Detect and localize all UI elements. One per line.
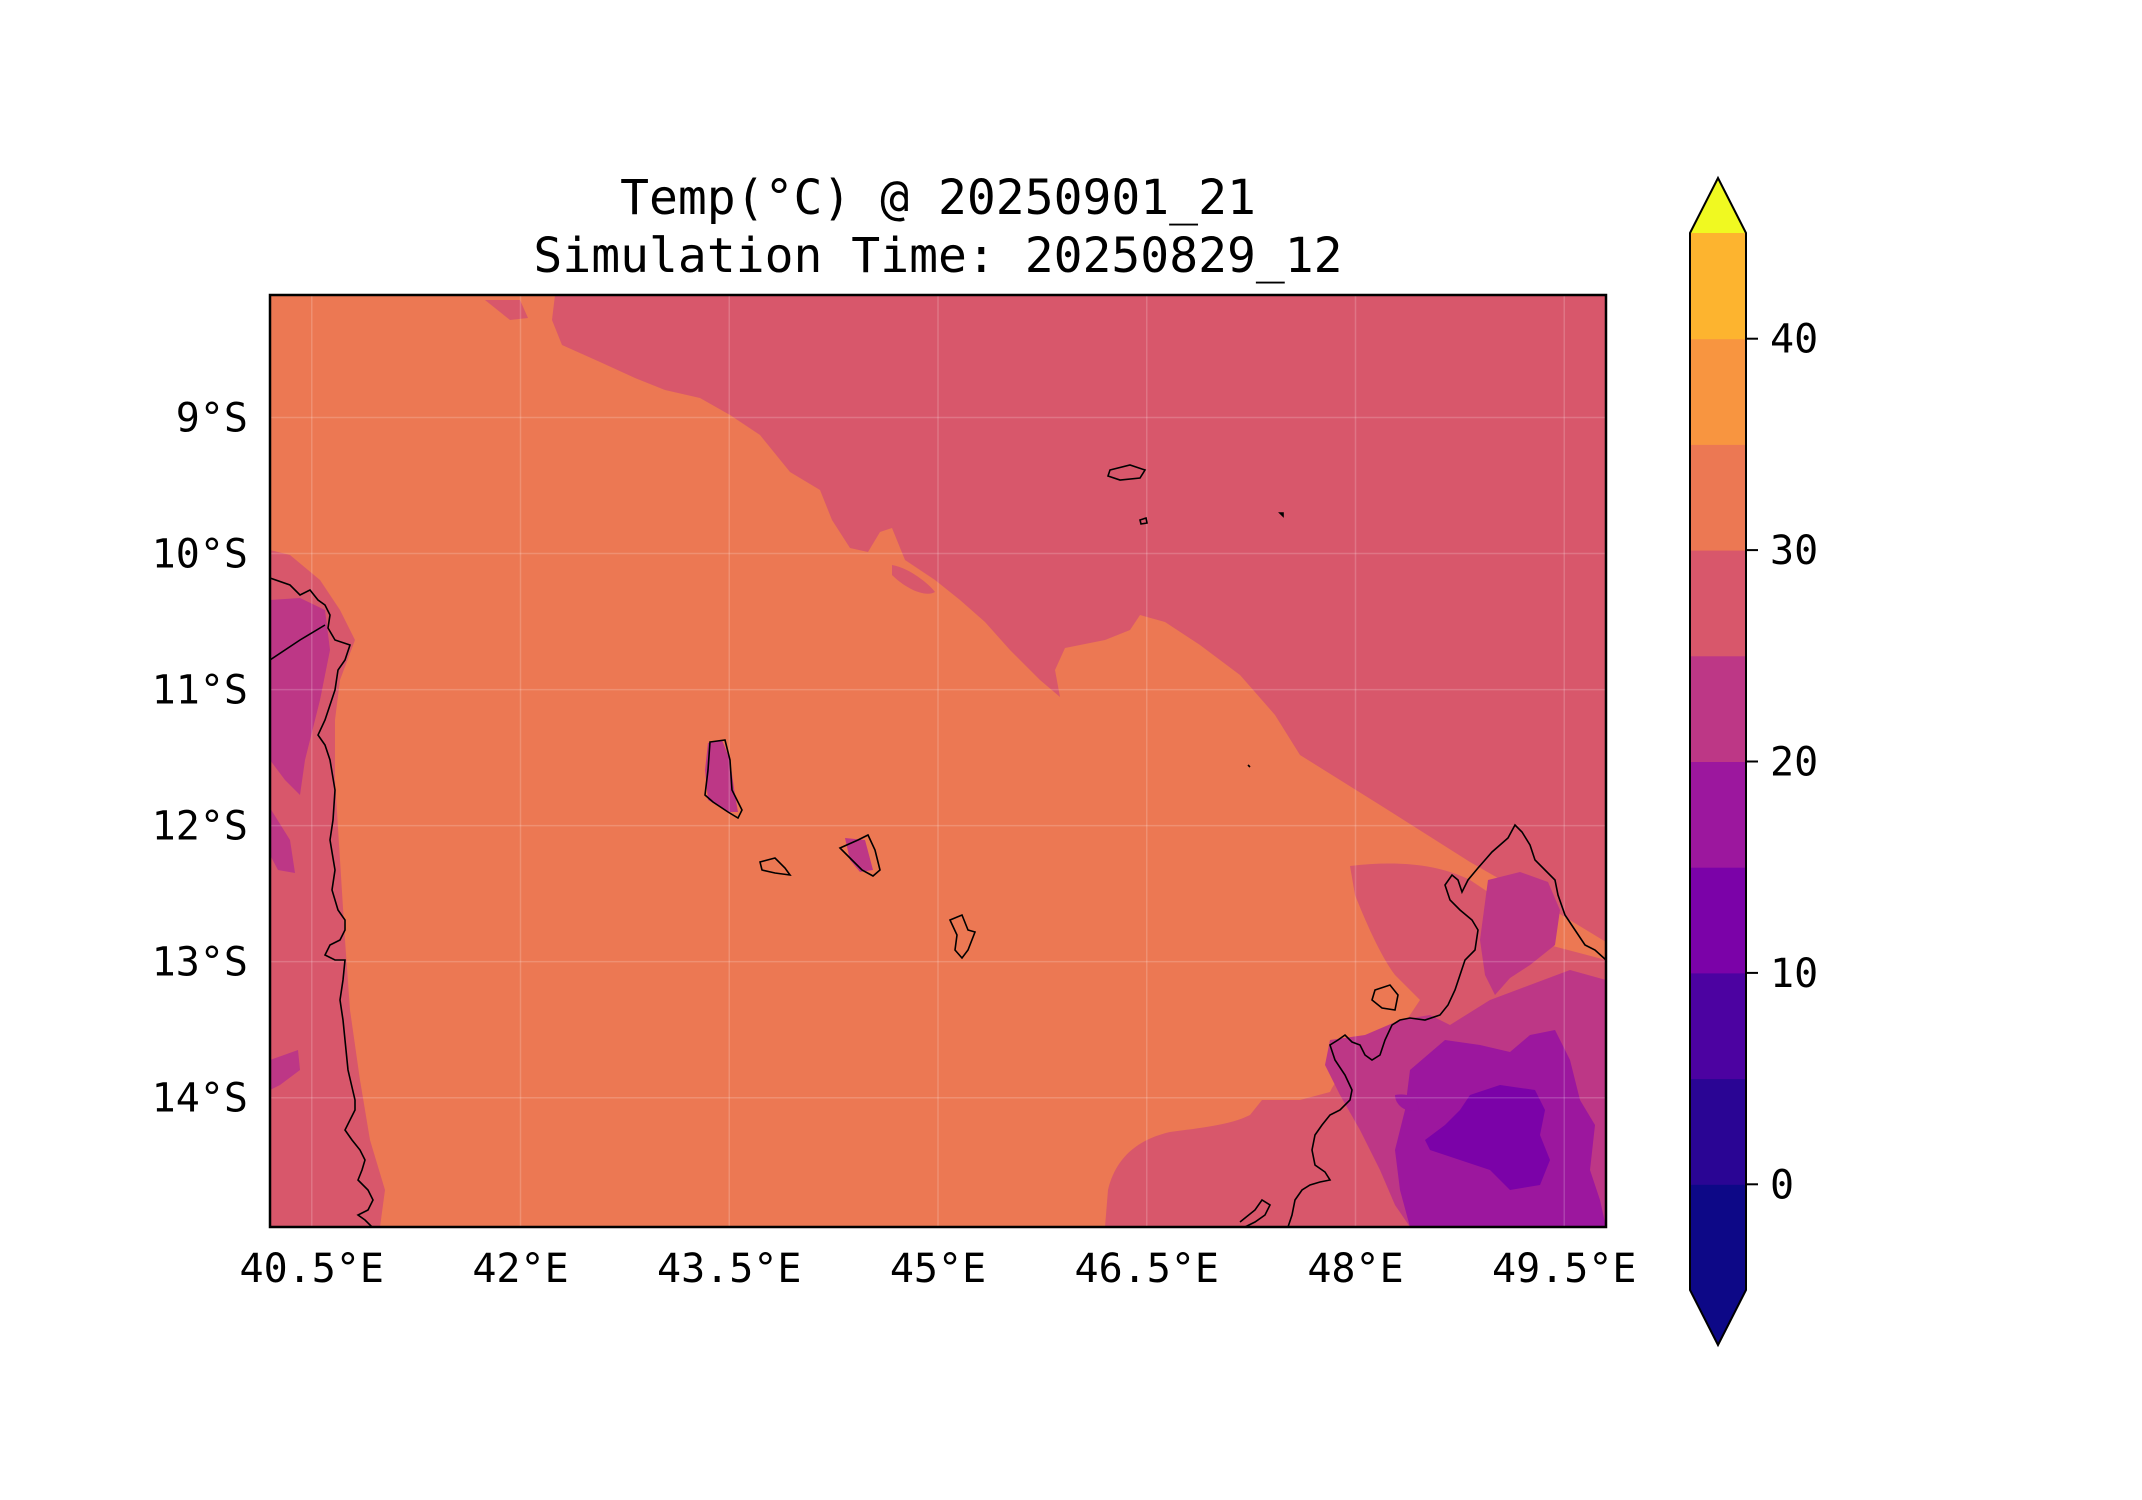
y-tick-label: 11°S: [152, 668, 248, 714]
colorbar-band: [1690, 761, 1746, 868]
region-15-20-west-south: [270, 808, 295, 873]
colorbar-band: [1690, 233, 1746, 340]
coastline-glorioso: [1106, 464, 1147, 481]
colorbar-tick-label: 30: [1770, 528, 1818, 574]
plot-title-line-2: Simulation Time: 20250829_12: [533, 228, 1343, 284]
colorbar-band: [1690, 867, 1746, 974]
colorbar-outline: [1689, 175, 1747, 1348]
colorbar-band: [1690, 1078, 1746, 1185]
y-tick-label: 12°S: [152, 804, 248, 850]
region-20-25-northeast: [552, 295, 1606, 942]
colorbar-band: [1690, 444, 1746, 551]
coastline-islet-3: [1247, 764, 1251, 768]
region-10-15-small: [1395, 1094, 1419, 1112]
colorbar-band: [1690, 972, 1746, 1080]
x-tick-label: 48°E: [1307, 1246, 1403, 1292]
latitude-axis: 9°S 10°S 11°S 12°S 13°S 14°S: [152, 395, 248, 1121]
coastlines: [270, 464, 1606, 1227]
colorbar-tick-label: 40: [1770, 317, 1818, 363]
colorbar-band: [1690, 338, 1746, 445]
colorbar-band: [1690, 1184, 1746, 1291]
region-15-20-west-bottom: [270, 1050, 300, 1090]
region-20-25-north-edge: [485, 300, 528, 320]
x-tick-label: 46.5°E: [1075, 1246, 1220, 1292]
coastline-anjouan: [838, 833, 881, 877]
region-15-20-comoros-moheli: [845, 838, 873, 872]
region-15-20-north-madagascar: [1480, 872, 1560, 995]
x-tick-label: 45°E: [890, 1246, 986, 1292]
colorbar: 0 10 20 30 40: [1689, 175, 1818, 1348]
coastline-nosy-be: [1371, 984, 1399, 1011]
longitude-axis: 40.5°E 42°E 43.5°E 45°E 46.5°E 48°E 49.5°E: [240, 1246, 1637, 1292]
coastline-islet-2: [1278, 512, 1284, 518]
coastline-grande-comore: [704, 739, 743, 820]
plot-title-line-1: Temp(°C) @ 20250901_21: [620, 170, 1256, 226]
colorbar-tick-label: 20: [1770, 740, 1818, 786]
region-5-10-madagascar: [1425, 1085, 1550, 1190]
x-tick-label: 43.5°E: [657, 1246, 802, 1292]
region-20-25-small-patch: [892, 565, 935, 594]
coastline-moheli: [759, 857, 792, 877]
coastline-mozambique: [270, 577, 374, 1227]
colorbar-band: [1690, 550, 1746, 657]
x-tick-label: 42°E: [472, 1246, 568, 1292]
coastline-mayotte: [948, 913, 977, 960]
coastline-islet-1: [1139, 516, 1148, 525]
map-gridlines: [270, 295, 1606, 1227]
temperature-field: [270, 295, 1606, 1227]
coastline-madagascar: [1287, 823, 1606, 1227]
coastline-inland-border: [270, 624, 326, 661]
y-tick-label: 13°S: [152, 940, 248, 986]
colorbar-extend-min: [1690, 1290, 1746, 1345]
y-tick-label: 9°S: [176, 395, 248, 441]
region-15-20-west: [270, 598, 330, 795]
y-tick-label: 14°S: [152, 1076, 248, 1122]
y-tick-label: 10°S: [152, 532, 248, 578]
x-tick-label: 40.5°E: [240, 1246, 385, 1292]
coastline-mainland-se: [1239, 1198, 1272, 1227]
region-15-20-comoros-north: [705, 740, 738, 812]
colorbar-tick-label: 10: [1770, 951, 1818, 997]
map-axes-frame: [268, 293, 1608, 1229]
colorbar-tick-label: 0: [1770, 1162, 1794, 1208]
colorbar-band: [1690, 655, 1746, 762]
x-tick-label: 49.5°E: [1492, 1246, 1637, 1292]
colorbar-extend-max: [1690, 178, 1746, 233]
